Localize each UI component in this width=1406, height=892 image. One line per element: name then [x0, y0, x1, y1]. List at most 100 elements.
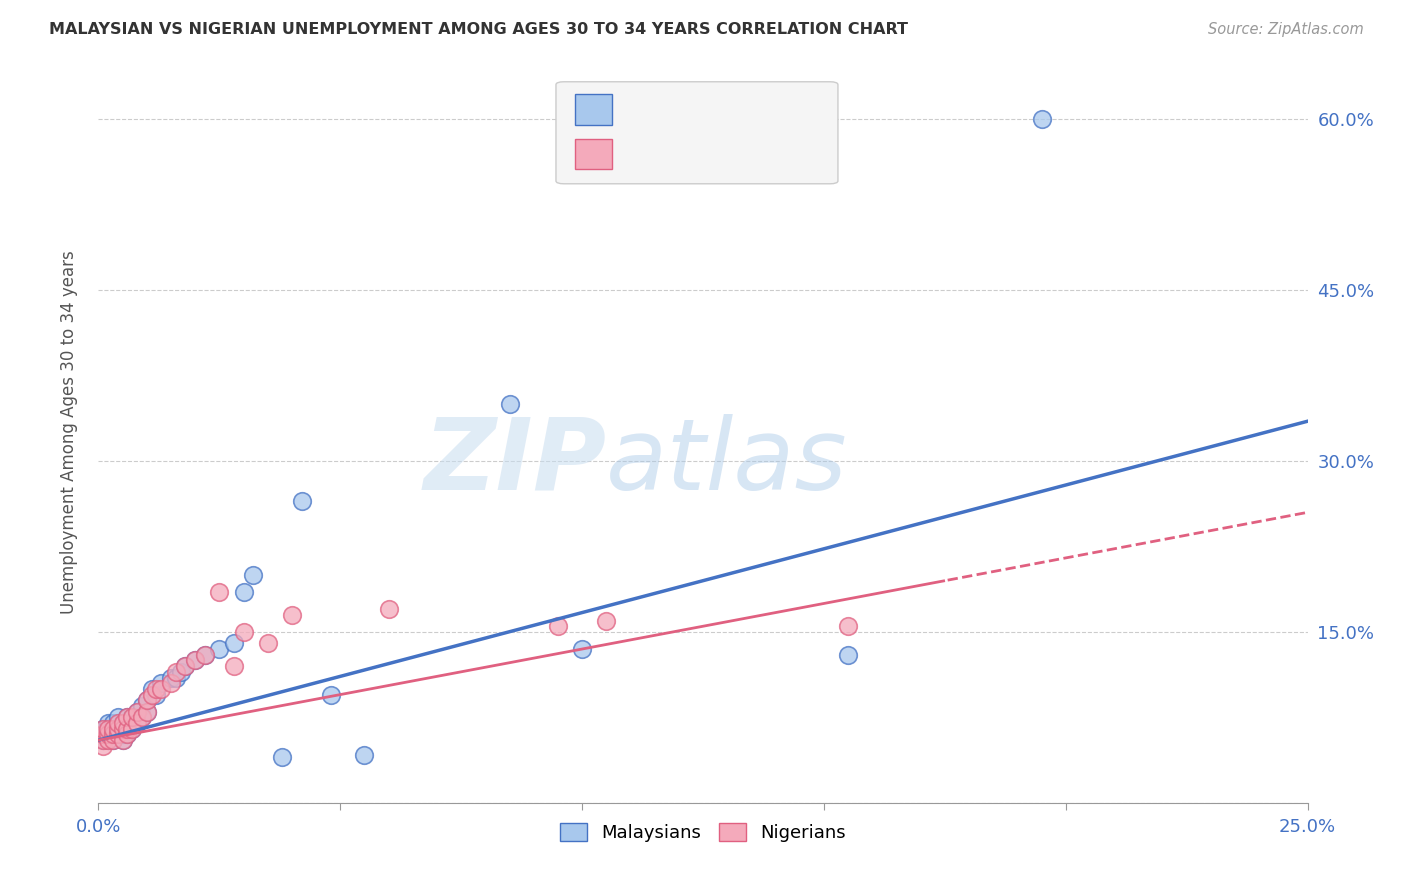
- Point: [111, 727, 134, 741]
- Text: MALAYSIAN VS NIGERIAN UNEMPLOYMENT AMONG AGES 30 TO 34 YEARS CORRELATION CHART: MALAYSIAN VS NIGERIAN UNEMPLOYMENT AMONG…: [49, 22, 908, 37]
- Point: [97, 733, 120, 747]
- Point: [91, 727, 114, 741]
- Point: [131, 710, 153, 724]
- Point: [160, 671, 183, 685]
- Point: [145, 688, 167, 702]
- Point: [131, 698, 153, 713]
- Point: [101, 716, 124, 731]
- Point: [101, 722, 124, 736]
- Point: [169, 665, 191, 679]
- Point: [135, 693, 157, 707]
- Point: [290, 494, 312, 508]
- Point: [150, 681, 173, 696]
- Point: [97, 722, 120, 736]
- Point: [141, 681, 163, 696]
- Point: [121, 710, 143, 724]
- Point: [131, 710, 153, 724]
- Point: [117, 710, 139, 724]
- Point: [127, 716, 149, 731]
- Point: [107, 722, 129, 736]
- Point: [101, 733, 124, 747]
- Point: [232, 624, 254, 639]
- Point: [101, 727, 124, 741]
- Point: [571, 642, 593, 657]
- Point: [222, 659, 245, 673]
- Point: [107, 716, 129, 731]
- Point: [256, 636, 278, 650]
- Point: [127, 716, 149, 731]
- Point: [141, 688, 163, 702]
- Point: [111, 716, 134, 731]
- Point: [117, 727, 139, 741]
- Point: [111, 733, 134, 747]
- Point: [319, 688, 342, 702]
- Point: [1031, 112, 1053, 127]
- Point: [498, 397, 520, 411]
- Point: [117, 722, 139, 736]
- Point: [837, 619, 859, 633]
- Point: [101, 727, 124, 741]
- Point: [117, 710, 139, 724]
- Text: atlas: atlas: [606, 414, 848, 511]
- Point: [101, 733, 124, 747]
- Point: [91, 739, 114, 753]
- Point: [97, 727, 120, 741]
- Point: [222, 636, 245, 650]
- Point: [145, 681, 167, 696]
- Point: [150, 676, 173, 690]
- Point: [165, 671, 187, 685]
- Point: [353, 747, 375, 762]
- Point: [160, 676, 183, 690]
- Point: [97, 722, 120, 736]
- Point: [281, 607, 304, 622]
- Point: [97, 733, 120, 747]
- Point: [121, 722, 143, 736]
- Text: Source: ZipAtlas.com: Source: ZipAtlas.com: [1208, 22, 1364, 37]
- Point: [101, 722, 124, 736]
- Point: [135, 705, 157, 719]
- Point: [184, 653, 207, 667]
- Point: [121, 710, 143, 724]
- Point: [111, 722, 134, 736]
- Point: [242, 568, 264, 582]
- Point: [91, 733, 114, 747]
- Point: [194, 648, 217, 662]
- Point: [135, 705, 157, 719]
- Y-axis label: Unemployment Among Ages 30 to 34 years: Unemployment Among Ages 30 to 34 years: [59, 251, 77, 615]
- Point: [595, 614, 617, 628]
- Point: [97, 716, 120, 731]
- Point: [127, 705, 149, 719]
- Point: [184, 653, 207, 667]
- Point: [135, 693, 157, 707]
- Point: [837, 648, 859, 662]
- Point: [232, 585, 254, 599]
- Point: [91, 722, 114, 736]
- Point: [111, 716, 134, 731]
- Point: [111, 733, 134, 747]
- Point: [547, 619, 569, 633]
- Point: [107, 727, 129, 741]
- Point: [91, 722, 114, 736]
- Point: [117, 722, 139, 736]
- Point: [208, 585, 231, 599]
- Point: [97, 727, 120, 741]
- Point: [121, 716, 143, 731]
- Point: [165, 665, 187, 679]
- Point: [117, 727, 139, 741]
- Point: [271, 750, 294, 764]
- Text: ZIP: ZIP: [423, 414, 606, 511]
- Point: [377, 602, 399, 616]
- Point: [107, 727, 129, 741]
- Point: [91, 733, 114, 747]
- Point: [127, 705, 149, 719]
- Point: [91, 727, 114, 741]
- Legend: Malaysians, Nigerians: Malaysians, Nigerians: [553, 815, 853, 849]
- Point: [194, 648, 217, 662]
- Point: [107, 710, 129, 724]
- Point: [174, 659, 197, 673]
- Point: [107, 722, 129, 736]
- Point: [107, 716, 129, 731]
- Point: [208, 642, 231, 657]
- Point: [121, 722, 143, 736]
- Point: [174, 659, 197, 673]
